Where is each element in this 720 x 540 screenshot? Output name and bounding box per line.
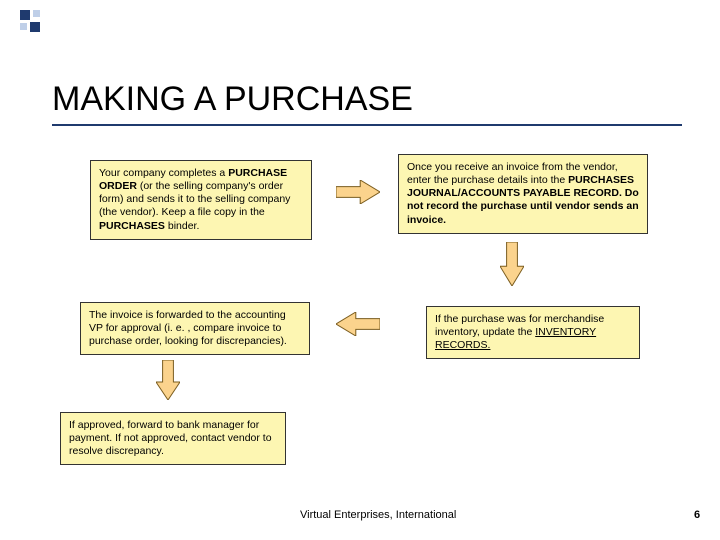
deco-square-2 [33,10,40,17]
arrow-down-2 [156,360,180,400]
title-underline [52,124,682,126]
deco-square-3 [20,23,27,30]
footer-text: Virtual Enterprises, International [300,509,456,521]
page-number: 6 [694,509,700,521]
arrow-right-1 [336,180,380,204]
deco-square-4 [30,22,40,32]
flow-box-5: If approved, forward to bank manager for… [60,412,286,465]
arrow-down-1 [500,242,524,286]
flow-box-2: Once you receive an invoice from the ven… [398,154,648,234]
flow-box-3: The invoice is forwarded to the accounti… [80,302,310,355]
flow-box-4: If the purchase was for merchandise inve… [426,306,640,359]
flow-box-1: Your company completes a PURCHASE ORDER … [90,160,312,240]
deco-square-1 [20,10,30,20]
arrow-left-1 [336,312,380,336]
page-title: MAKING A PURCHASE [52,80,413,119]
